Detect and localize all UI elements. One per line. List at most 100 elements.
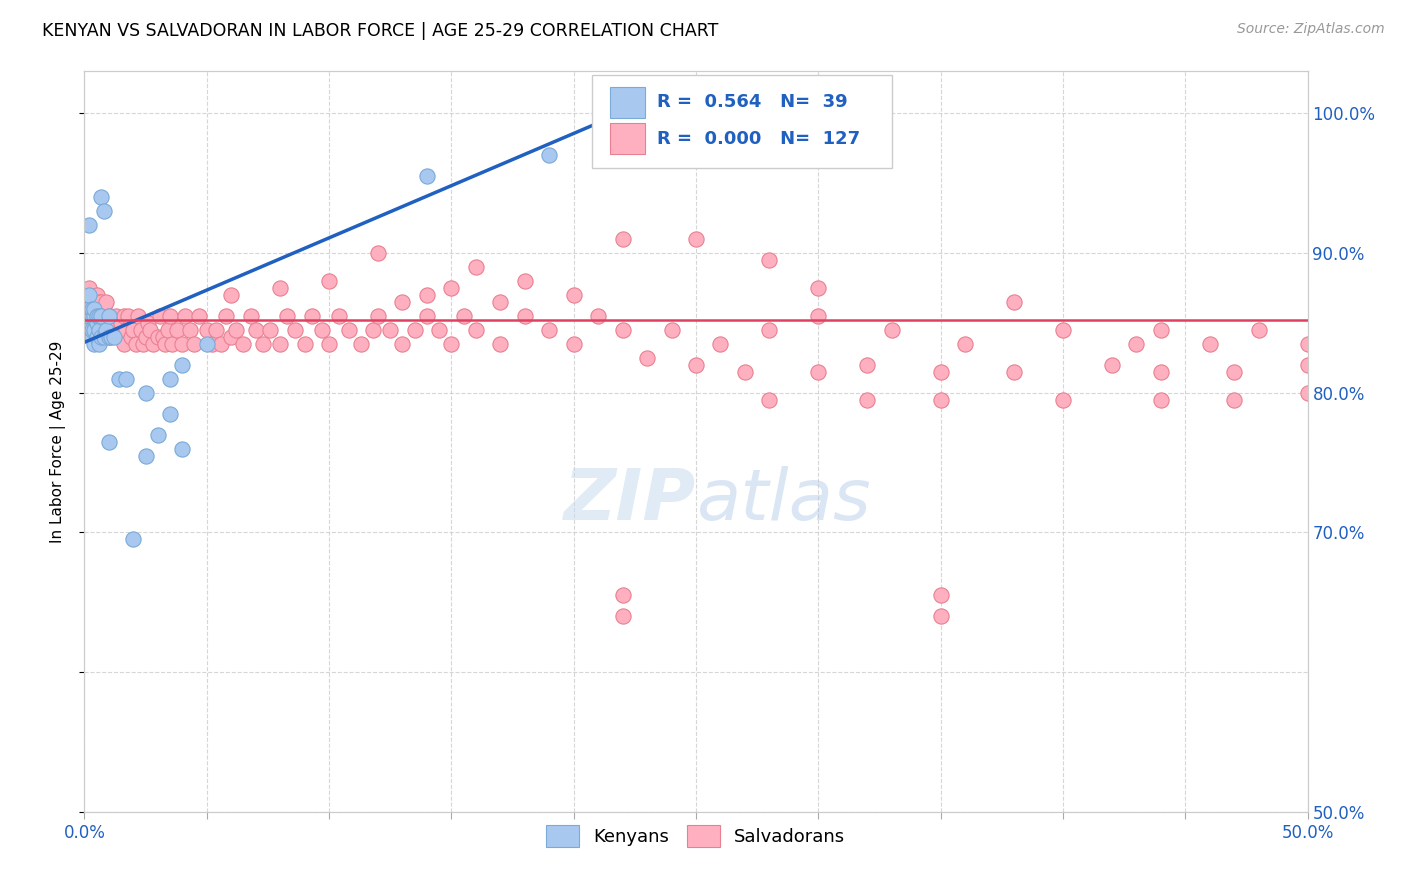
- Point: [90, 309, 112, 323]
- Point: [311, 323, 333, 337]
- Point: [1247, 323, 1270, 337]
- Point: [86, 309, 108, 323]
- Point: [83, 309, 105, 323]
- Point: [166, 323, 188, 337]
- Point: [758, 392, 780, 407]
- Point: [513, 274, 536, 288]
- Point: [294, 336, 316, 351]
- Point: [129, 323, 152, 337]
- Point: [162, 336, 184, 351]
- Point: [87, 309, 110, 323]
- Text: R =  0.564   N=  39: R = 0.564 N= 39: [657, 94, 848, 112]
- Point: [86, 330, 108, 344]
- Point: [252, 336, 274, 351]
- Point: [96, 316, 118, 330]
- Point: [1296, 358, 1319, 372]
- Text: Source: ZipAtlas.com: Source: ZipAtlas.com: [1237, 22, 1385, 37]
- Point: [77, 301, 100, 316]
- Point: [142, 336, 165, 351]
- Point: [90, 294, 112, 309]
- Point: [87, 294, 110, 309]
- Point: [153, 336, 176, 351]
- Point: [76, 323, 98, 337]
- Point: [93, 301, 115, 316]
- Point: [661, 323, 683, 337]
- Point: [489, 294, 512, 309]
- Point: [80, 323, 103, 337]
- Point: [391, 336, 413, 351]
- Point: [80, 309, 103, 323]
- Point: [685, 232, 707, 246]
- Point: [120, 330, 142, 344]
- Point: [427, 323, 450, 337]
- Point: [122, 533, 145, 547]
- Point: [301, 309, 323, 323]
- Point: [97, 309, 120, 323]
- Point: [100, 316, 122, 330]
- Point: [77, 218, 100, 232]
- Point: [105, 309, 128, 323]
- Text: R =  0.000   N=  127: R = 0.000 N= 127: [657, 129, 860, 148]
- Point: [179, 323, 201, 337]
- Point: [1198, 336, 1220, 351]
- Point: [219, 330, 242, 344]
- Point: [586, 309, 609, 323]
- Point: [734, 365, 756, 379]
- Point: [139, 323, 162, 337]
- Point: [83, 301, 105, 316]
- Point: [215, 309, 238, 323]
- Point: [135, 385, 157, 400]
- Point: [112, 336, 135, 351]
- Point: [110, 316, 132, 330]
- Point: [929, 392, 952, 407]
- Point: [219, 288, 242, 302]
- Point: [96, 294, 118, 309]
- Bar: [610, 87, 644, 118]
- Point: [83, 309, 105, 323]
- Point: [86, 301, 108, 316]
- Y-axis label: In Labor Force | Age 25-29: In Labor Force | Age 25-29: [51, 341, 66, 542]
- Point: [103, 323, 125, 337]
- Point: [612, 588, 634, 602]
- Point: [391, 294, 413, 309]
- Point: [380, 323, 402, 337]
- Point: [807, 281, 830, 295]
- Point: [464, 260, 486, 274]
- Point: [1296, 385, 1319, 400]
- Point: [367, 309, 389, 323]
- Point: [183, 336, 205, 351]
- Point: [86, 316, 108, 330]
- Point: [416, 288, 439, 302]
- Point: [1223, 392, 1246, 407]
- Point: [856, 392, 879, 407]
- Point: [404, 323, 426, 337]
- Point: [172, 442, 194, 456]
- Point: [80, 294, 103, 309]
- Point: [1125, 336, 1147, 351]
- Point: [1052, 323, 1074, 337]
- Point: [440, 336, 463, 351]
- Point: [159, 309, 181, 323]
- Point: [136, 316, 159, 330]
- Point: [77, 323, 100, 337]
- Bar: [610, 123, 644, 154]
- Point: [337, 323, 360, 337]
- Point: [416, 169, 439, 183]
- Point: [93, 323, 115, 337]
- Point: [239, 309, 262, 323]
- Point: [269, 281, 291, 295]
- Point: [929, 609, 952, 624]
- Point: [90, 190, 112, 204]
- Point: [135, 330, 157, 344]
- Point: [276, 309, 298, 323]
- Point: [1223, 365, 1246, 379]
- Point: [612, 323, 634, 337]
- Point: [159, 407, 181, 421]
- Point: [807, 365, 830, 379]
- Point: [1052, 392, 1074, 407]
- Point: [612, 232, 634, 246]
- Point: [149, 309, 172, 323]
- Point: [200, 336, 222, 351]
- Point: [318, 274, 340, 288]
- Point: [93, 204, 115, 219]
